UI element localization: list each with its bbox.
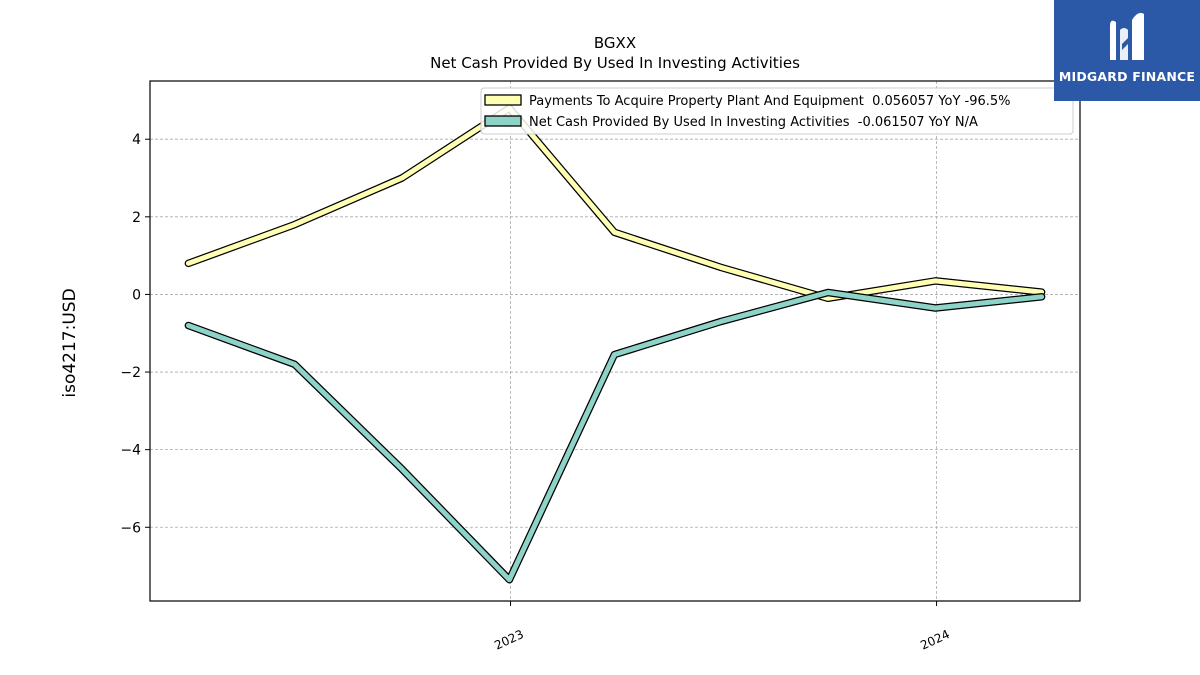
y-tick-label: 0 — [132, 287, 141, 303]
grid — [150, 81, 1080, 601]
logo-text: MIDGARD FINANCE — [1058, 69, 1196, 84]
legend-label-investing: Net Cash Provided By Used In Investing A… — [529, 115, 978, 130]
series-line-0 — [185, 105, 1045, 301]
ticks: −6 −4 −2 0 2 4 2023 2024 — [120, 132, 951, 652]
chart-subtitle: Net Cash Provided By Used In Investing A… — [430, 54, 800, 72]
legend-box — [480, 87, 1074, 135]
legend-label-ppe: Payments To Acquire Property Plant And E… — [529, 94, 1011, 109]
x-tick-label: 2024 — [918, 627, 952, 653]
y-tick-label: −2 — [120, 365, 141, 381]
y-tick-label: 4 — [132, 132, 141, 148]
x-tick-label: 2023 — [492, 627, 526, 653]
y-tick-label: 2 — [132, 210, 141, 226]
legend-swatch-investing — [484, 115, 522, 127]
series-outline-1 — [184, 288, 1046, 584]
midgard-finance-logo: MIDGARD FINANCE — [1054, 0, 1200, 101]
legend-swatch-ppe — [484, 94, 522, 106]
y-axis-label: iso4217:USD — [60, 288, 80, 397]
chart-title: BGXX — [594, 34, 636, 52]
legend: Payments To Acquire Property Plant And E… — [480, 87, 1074, 135]
series-outline-0 — [184, 104, 1046, 303]
series-line-1 — [185, 290, 1045, 583]
y-tick-label: −4 — [120, 443, 141, 459]
y-tick-label: −6 — [120, 520, 141, 536]
plot-frame — [149, 80, 1081, 602]
series-lines — [184, 104, 1046, 584]
midgard-logo-icon — [1110, 12, 1144, 61]
